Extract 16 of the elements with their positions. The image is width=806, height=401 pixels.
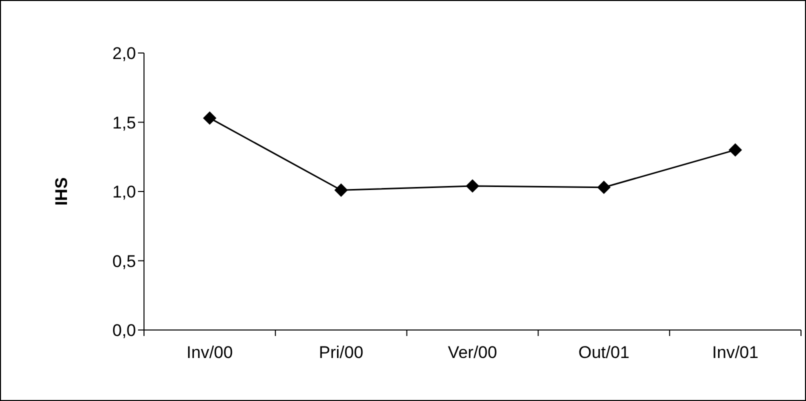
point (203, 112, 216, 125)
point (334, 184, 348, 197)
x-tick-label: Out/01 (578, 343, 630, 362)
x-tick-label: Ver/00 (448, 343, 498, 362)
y-axis-title: IHS (52, 177, 72, 206)
y-tick-label: 1,5 (112, 113, 136, 132)
x-tick-label: Inv/01 (712, 343, 758, 362)
point (728, 143, 742, 156)
y-tick-label: 0,5 (112, 252, 136, 271)
y-tick-label: 1,0 (112, 182, 136, 202)
y-tick-label: 0,0 (112, 321, 136, 340)
point (466, 179, 479, 192)
point (597, 180, 610, 194)
y-tick-label: 2,0 (112, 44, 136, 64)
x-tick-label: Pri/00 (318, 343, 364, 362)
x-tick-label: Inv/00 (186, 343, 233, 362)
